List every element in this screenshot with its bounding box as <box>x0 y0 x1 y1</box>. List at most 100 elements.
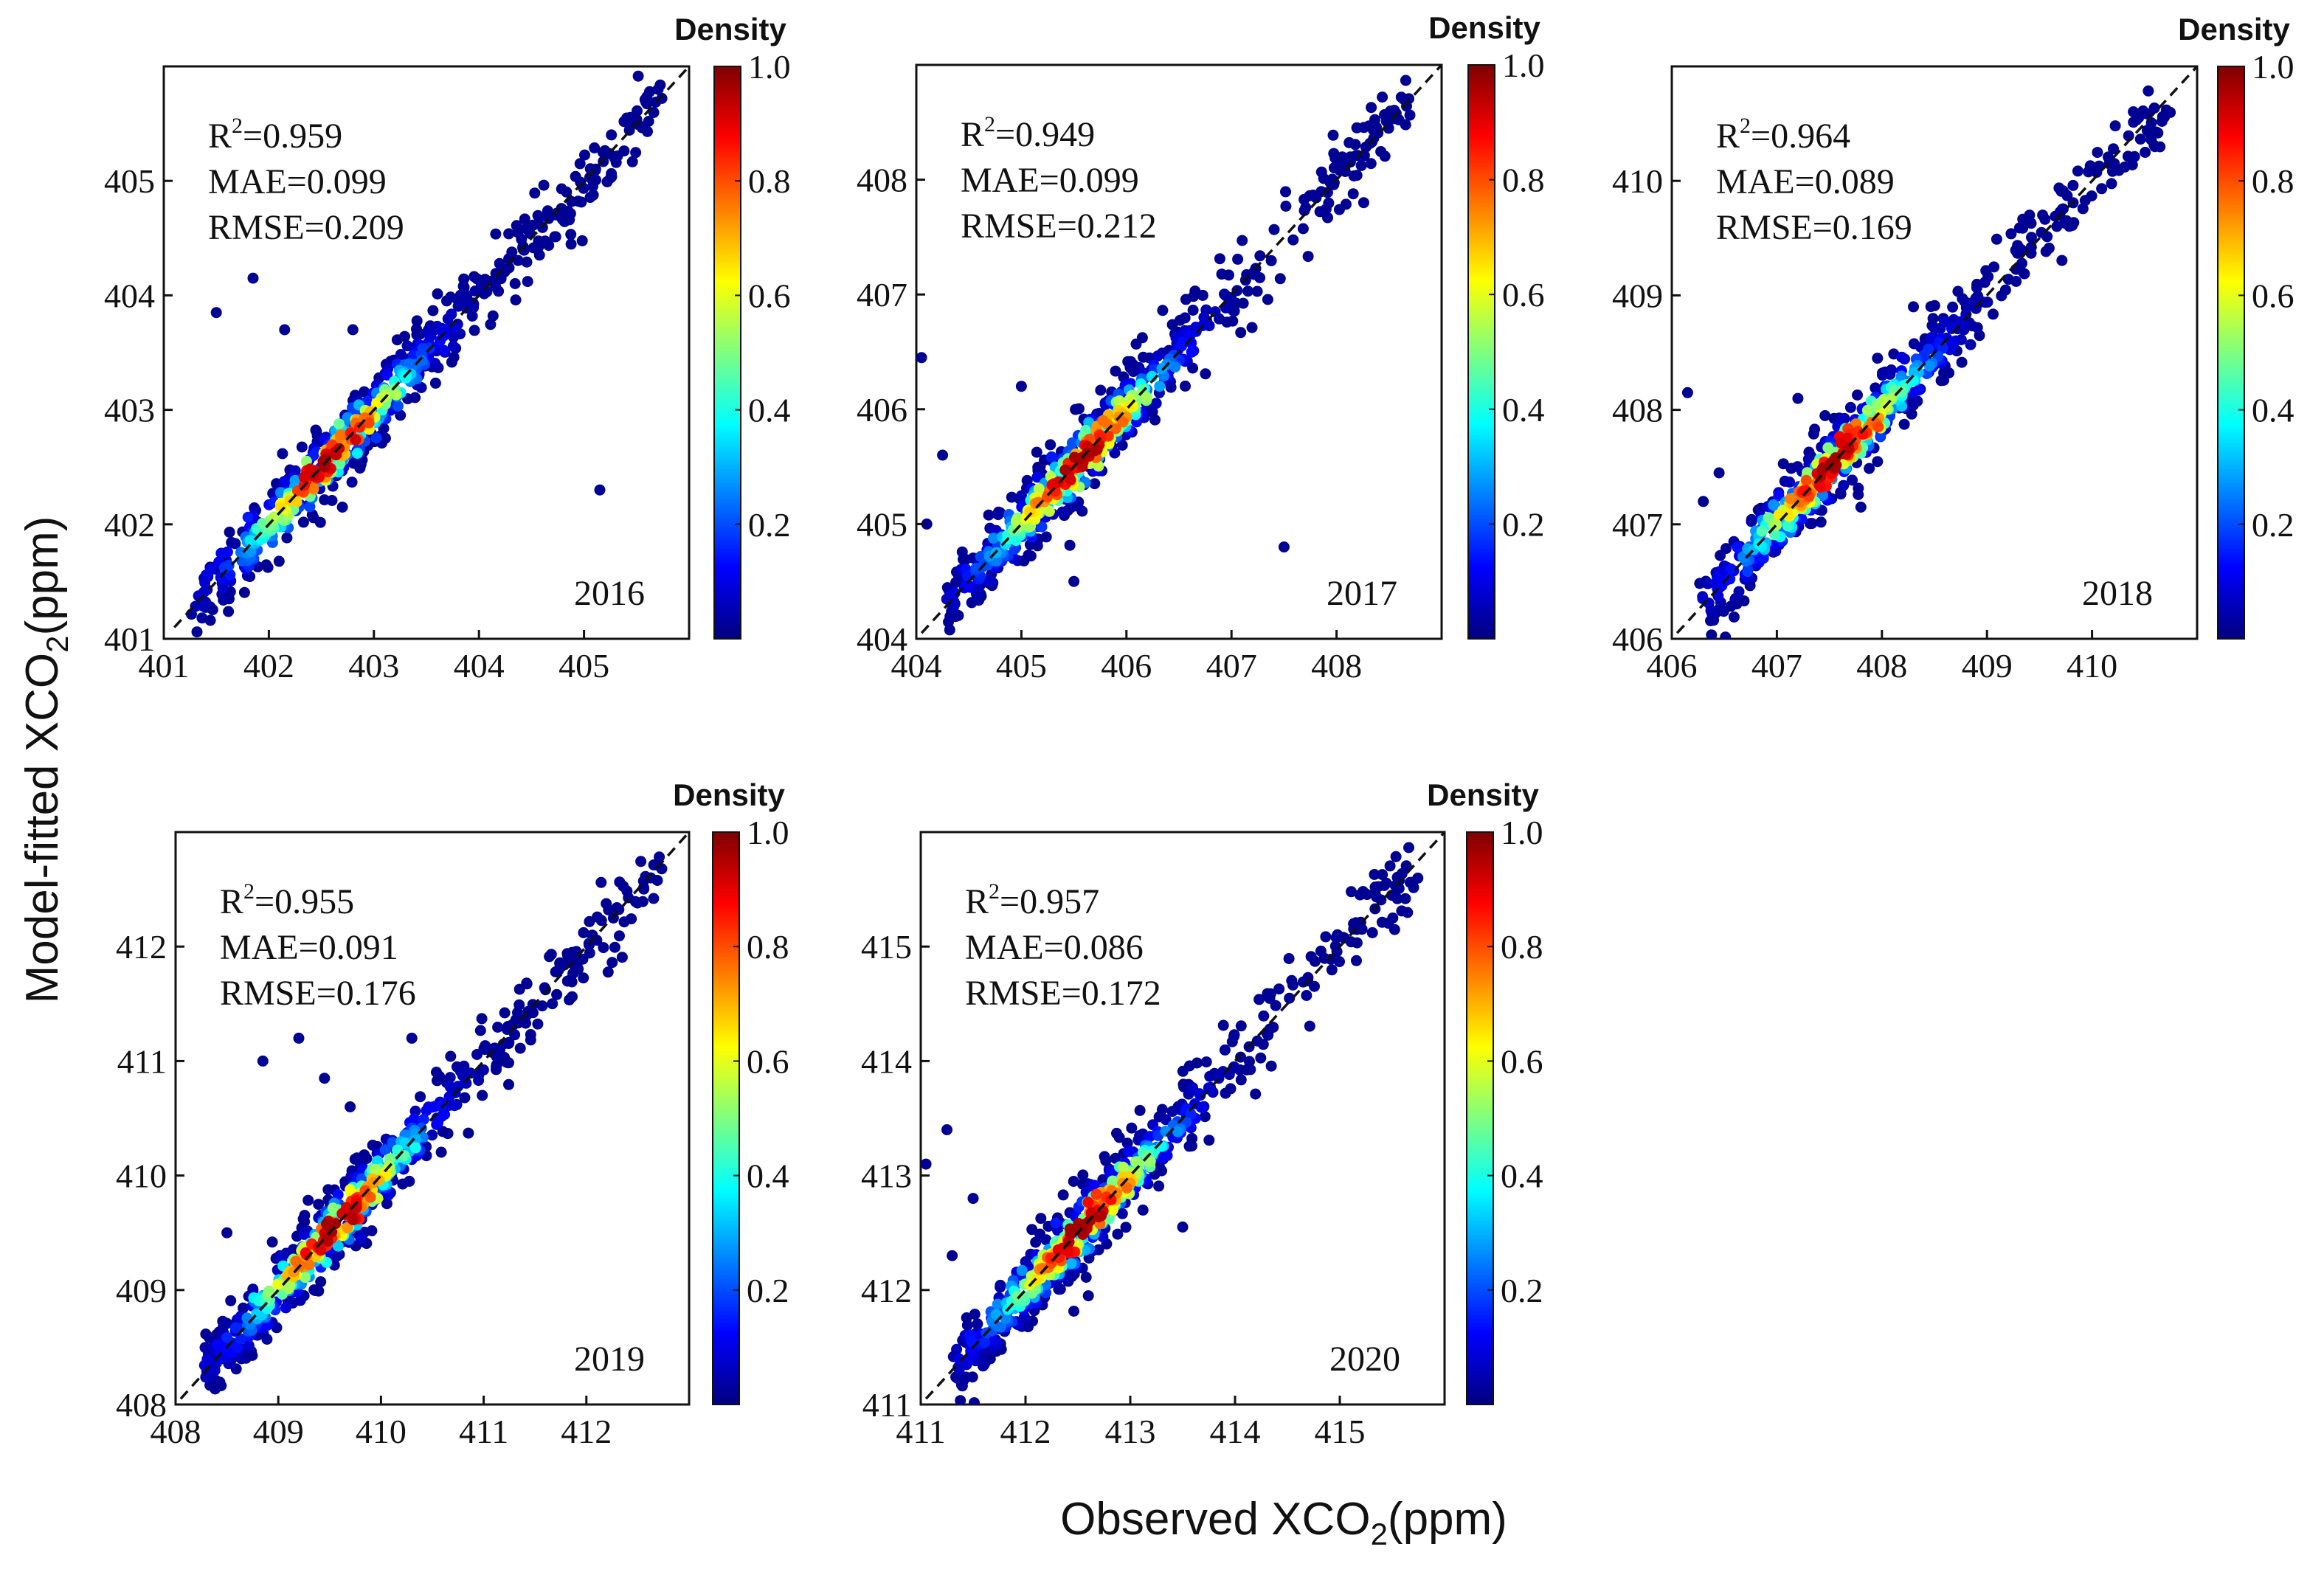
data-point <box>961 1320 973 1331</box>
data-point <box>1732 541 1743 553</box>
data-point <box>1097 1231 1109 1243</box>
data-point <box>1792 392 1804 404</box>
data-point <box>1095 384 1107 396</box>
data-point <box>2148 102 2160 114</box>
data-point <box>1706 629 1718 639</box>
colorbar-tick-label: 1.0 <box>2252 48 2294 86</box>
x-tick-label: 413 <box>1105 1413 1156 1450</box>
data-point <box>1404 876 1416 888</box>
data-point <box>533 212 545 224</box>
data-point <box>1835 437 1847 448</box>
data-point <box>951 1343 963 1355</box>
data-point <box>1105 1194 1117 1205</box>
data-point <box>576 235 588 246</box>
data-point <box>371 398 382 409</box>
data-point <box>533 235 544 247</box>
data-point <box>298 1228 310 1240</box>
data-point <box>1093 1211 1104 1223</box>
data-point <box>1769 529 1781 541</box>
r-squared-value: =0.955 <box>255 882 354 921</box>
x-axis-label-sub: 2 <box>1371 1517 1388 1551</box>
x-tick-label: 408 <box>1311 647 1362 685</box>
data-point <box>351 448 363 459</box>
x-tick-label: 405 <box>558 647 609 685</box>
colorbar-tick-label: 0.4 <box>2252 392 2294 429</box>
data-point <box>1403 842 1414 853</box>
data-point <box>578 926 589 938</box>
data-point <box>1123 1146 1135 1157</box>
colorbar: Density 0.2 0.4 0.6 0.8 1.0 <box>1427 777 1543 1405</box>
data-point <box>2051 221 2063 232</box>
y-axis-label: Model-fitted XCO2(ppm) <box>17 516 75 1004</box>
data-point <box>1144 1156 1156 1168</box>
data-point <box>477 1090 488 1101</box>
data-point <box>1815 516 1827 528</box>
data-point <box>1852 389 1863 401</box>
data-point <box>1384 860 1396 872</box>
colorbar-tick-label: 0.2 <box>747 1272 789 1309</box>
data-point <box>1400 75 1411 86</box>
data-point <box>2067 179 2079 191</box>
data-point <box>988 1334 1000 1346</box>
data-point <box>937 449 949 461</box>
data-point <box>1979 277 1991 288</box>
data-point <box>522 276 533 288</box>
r-squared: R2=0.955 <box>220 879 354 921</box>
data-point <box>319 1073 331 1084</box>
data-point <box>503 228 515 240</box>
data-point <box>1273 983 1285 995</box>
data-point <box>1309 955 1321 967</box>
data-point <box>221 1331 233 1343</box>
data-point <box>207 651 218 662</box>
data-point <box>1107 1175 1118 1187</box>
data-point <box>1334 164 1346 176</box>
colorbar-title: Density <box>673 777 785 812</box>
data-point <box>603 904 615 915</box>
rmse-label: RMSE=0.176 <box>220 974 416 1013</box>
colorbar-gradient <box>1466 831 1494 1405</box>
data-point <box>2005 228 2017 240</box>
data-point <box>1937 342 1948 354</box>
data-point <box>303 1259 315 1271</box>
data-point <box>327 1202 339 1214</box>
panel-2020: 411 412 413 414 415 411 412 413 414 415 R2=0.957 MA… <box>861 777 1543 1450</box>
data-point <box>322 1184 334 1196</box>
data-point <box>1369 869 1380 880</box>
r-squared-symbol: R <box>965 882 989 921</box>
data-point <box>567 958 579 970</box>
data-point <box>2122 150 2134 162</box>
scatter-points <box>916 75 1416 636</box>
data-point <box>1335 154 1346 166</box>
data-point <box>1186 1132 1198 1144</box>
data-point <box>363 417 375 429</box>
data-point <box>281 532 293 544</box>
y-tick-label: 413 <box>861 1157 912 1195</box>
data-point <box>1872 456 1884 468</box>
data-point <box>941 1124 952 1135</box>
colorbar-tick-label: 0.2 <box>2252 506 2294 544</box>
y-tick-label: 412 <box>116 928 167 966</box>
data-point <box>1396 905 1408 917</box>
year-label: 2020 <box>1329 1340 1400 1379</box>
data-point <box>196 612 208 624</box>
data-point <box>418 1114 429 1125</box>
data-point <box>565 238 577 250</box>
data-point <box>1257 1039 1269 1050</box>
data-point <box>1287 234 1299 246</box>
panel-2017: 404 405 406 407 408 404 405 406 407 408 R2=0.949 MA… <box>857 10 1545 685</box>
data-point <box>401 340 413 352</box>
y-tick-label: 407 <box>857 276 907 314</box>
data-point <box>1844 401 1856 413</box>
data-point <box>466 311 478 322</box>
data-point <box>315 1276 327 1288</box>
data-point <box>1785 493 1796 505</box>
data-point <box>1857 429 1869 440</box>
data-point <box>1380 115 1392 127</box>
scatter-points <box>921 842 1424 1405</box>
data-point <box>415 1091 426 1103</box>
data-point <box>1404 109 1416 121</box>
data-point <box>1036 521 1048 533</box>
data-point <box>1245 1064 1256 1076</box>
data-point <box>1072 500 1084 512</box>
